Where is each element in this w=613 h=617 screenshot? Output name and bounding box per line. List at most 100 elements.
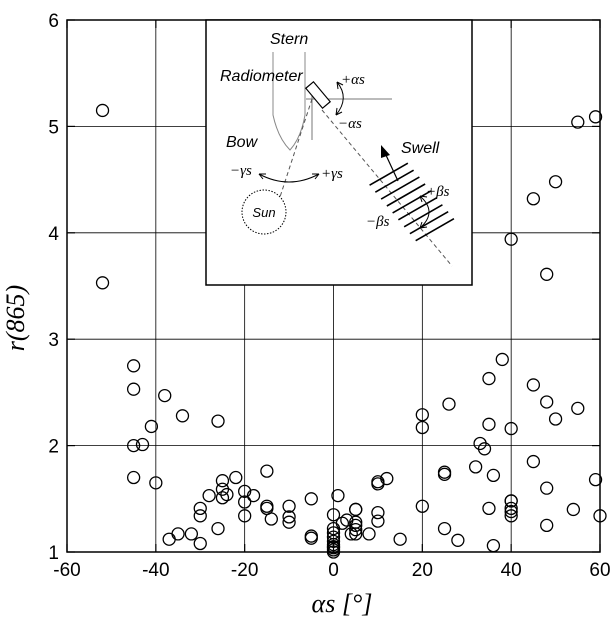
data-point	[415, 499, 429, 513]
data-point	[144, 419, 159, 434]
swell-arrowhead-icon	[381, 145, 390, 158]
radiometer-icon	[304, 80, 332, 110]
data-point	[473, 436, 487, 451]
data-point	[588, 472, 603, 487]
data-point	[282, 515, 296, 529]
swell-direction-line	[321, 109, 453, 267]
radiometer-label: Radiometer	[220, 68, 303, 85]
data-point	[135, 437, 150, 452]
data-point	[540, 481, 554, 495]
data-point	[380, 471, 394, 486]
data-point	[566, 502, 580, 517]
swell-crest-line	[380, 176, 420, 200]
data-point	[593, 509, 607, 523]
minus-alpha-label: −αs	[338, 116, 362, 132]
data-point	[175, 409, 190, 423]
data-point	[349, 523, 363, 537]
data-point	[282, 510, 296, 524]
data-point	[215, 474, 230, 488]
x-tick-label: 20	[412, 560, 433, 581]
x-tick-label: 0	[328, 560, 339, 581]
data-point	[95, 276, 110, 290]
data-point	[126, 470, 141, 485]
data-point	[215, 491, 230, 505]
data-point	[349, 527, 363, 541]
data-point	[162, 532, 176, 546]
y-tick-label: 2	[48, 437, 59, 458]
data-point	[211, 521, 225, 536]
data-point	[193, 536, 207, 551]
y-tick-label: 3	[48, 330, 59, 351]
data-point	[548, 175, 563, 189]
data-point	[126, 359, 141, 373]
bow-label: Bow	[226, 134, 259, 151]
data-point	[482, 417, 496, 431]
data-point	[229, 470, 243, 485]
data-point	[540, 518, 554, 533]
data-point	[264, 512, 278, 526]
data-point	[126, 438, 141, 453]
data-point	[504, 504, 518, 519]
x-tick-label: -60	[53, 560, 80, 581]
gamma-arrow-left-icon	[258, 173, 266, 180]
minus-gamma-label: −γs	[230, 163, 252, 179]
data-point	[238, 509, 252, 523]
y-axis-label: r(865)	[1, 285, 30, 351]
data-point	[331, 488, 345, 503]
data-point	[220, 487, 234, 502]
tick-labels: -60 -40 -20 0 20 40 60 1 2 3 4 5 6	[48, 11, 610, 581]
data-point	[260, 464, 274, 478]
data-point	[326, 530, 341, 544]
swell-crest-line	[397, 197, 438, 221]
data-point	[238, 495, 252, 509]
data-point	[526, 192, 541, 206]
data-point	[349, 518, 363, 533]
x-tick-label: -20	[231, 560, 258, 581]
data-point	[304, 492, 318, 506]
data-point	[504, 501, 518, 516]
data-point	[415, 408, 429, 422]
minus-beta-label: −βs	[366, 214, 390, 230]
data-point	[349, 502, 363, 517]
data-point	[149, 476, 163, 490]
swell-arrow-line	[384, 152, 399, 182]
beta-arc	[419, 195, 430, 229]
plus-alpha-label: +αs	[341, 72, 365, 88]
swell-crest-line	[415, 217, 455, 242]
swell-crest-line	[409, 211, 449, 235]
data-point	[504, 509, 518, 523]
swell-crest-line	[403, 204, 443, 228]
data-point	[184, 527, 199, 541]
data-point	[482, 501, 496, 516]
plus-gamma-label: +γs	[321, 166, 343, 182]
swell-label: Swell	[401, 140, 440, 157]
gamma-arrow-right-icon	[312, 173, 320, 180]
beta-arrow-bottom-icon	[419, 221, 428, 229]
stern-label: Stern	[270, 31, 308, 48]
data-point	[437, 467, 452, 481]
alpha-arrow-top-icon	[336, 81, 344, 90]
data-point	[437, 521, 452, 536]
data-point	[362, 527, 376, 541]
data-point	[540, 267, 554, 281]
data-point	[371, 514, 385, 528]
data-point	[540, 395, 554, 409]
data-point	[482, 371, 496, 386]
ship-outline-icon	[272, 52, 306, 151]
y-tick-label: 1	[48, 543, 59, 564]
data-points	[95, 103, 607, 559]
x-tick-label: 40	[501, 560, 522, 581]
swell-crest-line	[369, 162, 409, 186]
y-tick-label: 5	[48, 117, 59, 138]
data-point	[193, 501, 207, 516]
data-point	[202, 488, 216, 503]
data-point	[571, 401, 585, 416]
swell-crests	[369, 162, 455, 242]
data-point	[451, 533, 465, 547]
data-point	[393, 532, 407, 546]
data-point	[371, 475, 385, 489]
gamma-arc	[258, 173, 320, 183]
plus-beta-label: +βs	[426, 184, 450, 200]
swell-crest-line	[386, 183, 426, 207]
inset-diagram: Sun Stern Radiometer Bow Swell +αs −αs −…	[205, 19, 473, 286]
